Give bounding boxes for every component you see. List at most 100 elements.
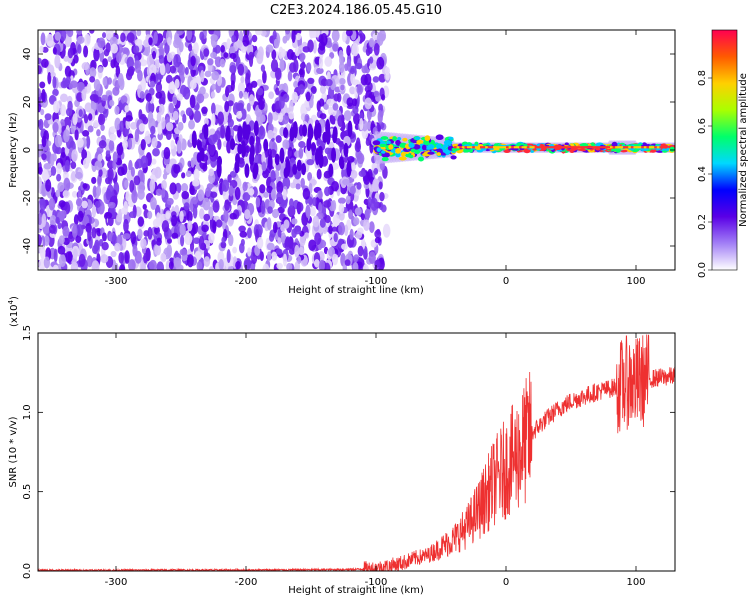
heatmap-cell — [190, 55, 196, 67]
heatmap-cell — [253, 120, 259, 137]
heatmap-cell — [408, 154, 414, 159]
heatmap-cell — [539, 146, 543, 149]
heatmap-cell — [247, 247, 252, 257]
heatmap-cell — [511, 146, 515, 149]
heatmap-cell — [38, 88, 41, 98]
heatmap-cell — [248, 94, 255, 107]
x-tick-label: 100 — [626, 276, 645, 287]
heatmap-cell — [100, 254, 109, 264]
heatmap-cell — [73, 248, 78, 260]
heatmap-cell — [189, 185, 195, 195]
heatmap-cell — [324, 186, 331, 197]
heatmap-cell — [238, 225, 246, 233]
heatmap-cell — [266, 242, 275, 251]
heatmap-cell — [229, 212, 237, 220]
heatmap-cell — [275, 87, 280, 96]
x-tick-label: 0 — [503, 577, 509, 588]
heatmap-cell — [137, 216, 145, 227]
heatmap-cell — [288, 100, 294, 113]
heatmap-cell — [64, 65, 72, 78]
heatmap-cell — [346, 97, 354, 107]
heatmap-cell — [128, 211, 137, 219]
heatmap-cell — [299, 234, 306, 247]
heatmap-cell — [238, 90, 243, 99]
colorbar-tick-label: 0.0 — [697, 262, 708, 278]
heatmap-cell — [170, 139, 175, 150]
heatmap-cell — [296, 202, 304, 213]
heatmap-cell — [266, 251, 272, 262]
x-tick-label: -300 — [105, 276, 128, 287]
heatmap-cell — [345, 195, 351, 205]
heatmap-cell — [181, 172, 186, 179]
heatmap-cell — [115, 65, 121, 78]
heatmap-cell — [646, 146, 650, 149]
heatmap-cell — [244, 163, 250, 178]
heatmap-cell — [500, 146, 504, 149]
heatmap-cell — [312, 40, 317, 54]
heatmap-cell — [251, 80, 258, 88]
heatmap-cell — [45, 151, 50, 162]
heatmap-cell — [584, 146, 587, 149]
heatmap-cell — [298, 141, 306, 149]
heatmap-cell — [173, 38, 181, 49]
heatmap-cell — [299, 52, 305, 63]
heatmap-cell — [160, 252, 167, 263]
heatmap-cell — [188, 43, 193, 52]
heatmap-cell — [167, 37, 172, 46]
heatmap-cell — [207, 58, 214, 66]
line-plot-area — [38, 334, 675, 571]
heatmap-cell — [524, 146, 528, 149]
heatmap-cell — [654, 146, 658, 149]
heatmap-cell — [302, 188, 311, 200]
heatmap-cell — [194, 251, 202, 261]
heatmap-cell — [52, 88, 59, 97]
line-x-ticks: -300 -200 -100 0 100 — [105, 333, 646, 588]
heatmap-cell — [101, 241, 109, 251]
heatmap-cell — [244, 209, 251, 220]
heatmap-cell — [578, 146, 582, 149]
heatmap-cell — [249, 135, 255, 147]
heatmap-cell — [94, 200, 101, 208]
heatmap-cell — [63, 55, 69, 62]
heatmap-cell — [353, 217, 360, 226]
heatmap-cell — [196, 261, 203, 270]
heatmap-cell — [210, 191, 218, 198]
heatmap-cell — [208, 134, 217, 145]
heatmap-cell — [298, 246, 304, 256]
heatmap-cell — [351, 42, 359, 57]
y-tick-label: 1.0 — [22, 404, 33, 420]
heatmap-cell — [71, 225, 78, 238]
heatmap-cell — [378, 73, 386, 83]
heatmap-cell — [381, 153, 390, 158]
heatmap-cell — [516, 146, 520, 149]
heatmap-cell — [519, 146, 522, 149]
heatmap-cell — [296, 159, 302, 172]
heatmap-cell — [192, 222, 199, 234]
heatmap-cell — [63, 129, 70, 143]
heatmap-cell — [55, 189, 61, 198]
heatmap-cell — [156, 111, 162, 123]
heatmap-cell — [380, 136, 389, 140]
heatmap-cell — [283, 219, 290, 229]
colorbar-tick-label: 0.6 — [697, 118, 708, 134]
heatmap-cell — [95, 185, 102, 197]
heatmap-cell — [158, 103, 165, 116]
heatmap-cell — [138, 109, 143, 120]
heatmap-cell — [98, 113, 106, 126]
heatmap-cell — [350, 71, 356, 85]
heatmap-cell — [276, 262, 283, 270]
heatmap-cell — [374, 259, 381, 268]
heatmap-cell — [165, 212, 171, 220]
heatmap-cell — [211, 70, 220, 81]
heatmap-cell — [581, 146, 585, 149]
heatmap-cell — [176, 93, 184, 101]
heatmap-cell — [203, 117, 209, 126]
heatmap-cell — [230, 138, 236, 151]
heatmap-cell — [604, 146, 608, 149]
heatmap-cell — [356, 182, 362, 190]
heatmap-cell — [93, 119, 100, 128]
heatmap-cell — [379, 191, 385, 202]
heatmap-cell — [75, 198, 83, 207]
heatmap-cell — [218, 258, 224, 270]
heatmap-cell — [435, 134, 444, 141]
